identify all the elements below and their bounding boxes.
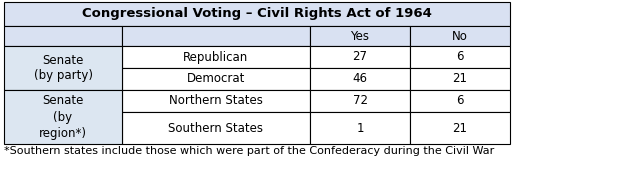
- Bar: [122, 26, 310, 46]
- Text: 6: 6: [457, 50, 464, 63]
- Bar: [122, 112, 310, 144]
- Bar: [310, 112, 410, 144]
- Bar: [4, 90, 122, 144]
- Bar: [410, 90, 510, 112]
- Bar: [410, 26, 510, 46]
- Bar: [122, 90, 310, 112]
- Text: Republican: Republican: [184, 50, 249, 63]
- Bar: [4, 46, 122, 90]
- Text: 6: 6: [457, 95, 464, 107]
- Text: 46: 46: [352, 72, 368, 86]
- Text: 72: 72: [352, 95, 368, 107]
- Bar: [410, 68, 510, 90]
- Text: Yes: Yes: [351, 29, 370, 43]
- Bar: [310, 68, 410, 90]
- Text: No: No: [452, 29, 468, 43]
- Bar: [310, 90, 410, 112]
- Text: 21: 21: [453, 121, 467, 135]
- Text: Northern States: Northern States: [169, 95, 263, 107]
- Text: Senate
(by
region*): Senate (by region*): [39, 95, 87, 139]
- Text: *Southern states include those which were part of the Confederacy during the Civ: *Southern states include those which wer…: [4, 146, 494, 156]
- Bar: [310, 46, 410, 68]
- Bar: [122, 46, 310, 68]
- Bar: [410, 112, 510, 144]
- Text: 27: 27: [352, 50, 368, 63]
- Bar: [4, 2, 510, 26]
- Text: 1: 1: [356, 121, 364, 135]
- Bar: [122, 68, 310, 90]
- Text: Southern States: Southern States: [168, 121, 264, 135]
- Text: Congressional Voting – Civil Rights Act of 1964: Congressional Voting – Civil Rights Act …: [82, 8, 432, 20]
- Bar: [310, 26, 410, 46]
- Bar: [4, 26, 122, 46]
- Text: 21: 21: [453, 72, 467, 86]
- Bar: [410, 46, 510, 68]
- Text: Democrat: Democrat: [187, 72, 245, 86]
- Text: Senate
(by party): Senate (by party): [34, 54, 93, 82]
